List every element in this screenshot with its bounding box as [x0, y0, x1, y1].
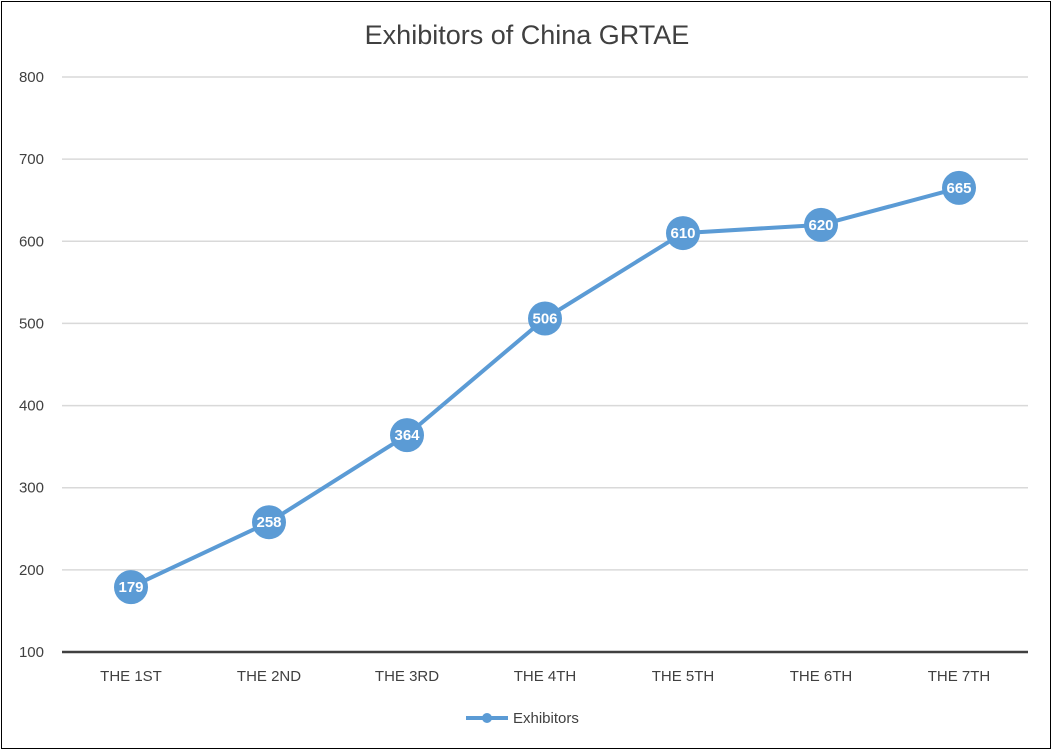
- y-tick-label: 400: [19, 398, 44, 415]
- data-point: [114, 570, 148, 605]
- data-label: 506: [532, 311, 557, 328]
- data-label: 179: [118, 579, 143, 596]
- y-tick-label: 200: [19, 562, 44, 579]
- x-tick-label: THE 7TH: [928, 668, 991, 685]
- x-tick-label: THE 6TH: [790, 668, 853, 685]
- y-tick-label: 700: [19, 151, 44, 168]
- chart-title: Exhibitors of China GRTAE: [365, 20, 690, 50]
- x-axis-ticks: THE 1ST THE 2ND THE 3RD THE 4TH THE 5TH THE 6…: [100, 668, 990, 685]
- data-label: 620: [808, 217, 833, 234]
- y-axis-ticks: 100 200 300 400 500 600 700 800: [19, 69, 44, 661]
- data-label: 258: [256, 514, 281, 531]
- series-exhibitors: 179 258 364 506 610 620 665: [114, 170, 976, 605]
- legend: Exhibitors: [466, 710, 579, 727]
- y-tick-label: 300: [19, 480, 44, 497]
- gridlines: [62, 76, 1028, 654]
- y-tick-label: 500: [19, 315, 44, 332]
- x-tick-label: THE 1ST: [100, 668, 162, 685]
- data-label: 610: [670, 225, 695, 242]
- data-point: [528, 301, 562, 336]
- data-point: [666, 216, 700, 251]
- x-tick-label: THE 2ND: [237, 668, 301, 685]
- legend-label: Exhibitors: [513, 710, 579, 727]
- x-tick-label: THE 4TH: [514, 668, 577, 685]
- y-tick-label: 100: [19, 644, 44, 661]
- data-point: [942, 170, 976, 205]
- data-point: [390, 418, 424, 453]
- y-tick-label: 600: [19, 233, 44, 250]
- data-label: 364: [394, 427, 420, 444]
- data-point: [252, 505, 286, 540]
- y-tick-label: 800: [19, 69, 44, 86]
- data-point: [804, 207, 838, 242]
- x-tick-label: THE 5TH: [652, 668, 715, 685]
- x-tick-label: THE 3RD: [375, 668, 439, 685]
- legend-marker-icon: [482, 713, 492, 723]
- data-label: 665: [946, 180, 971, 197]
